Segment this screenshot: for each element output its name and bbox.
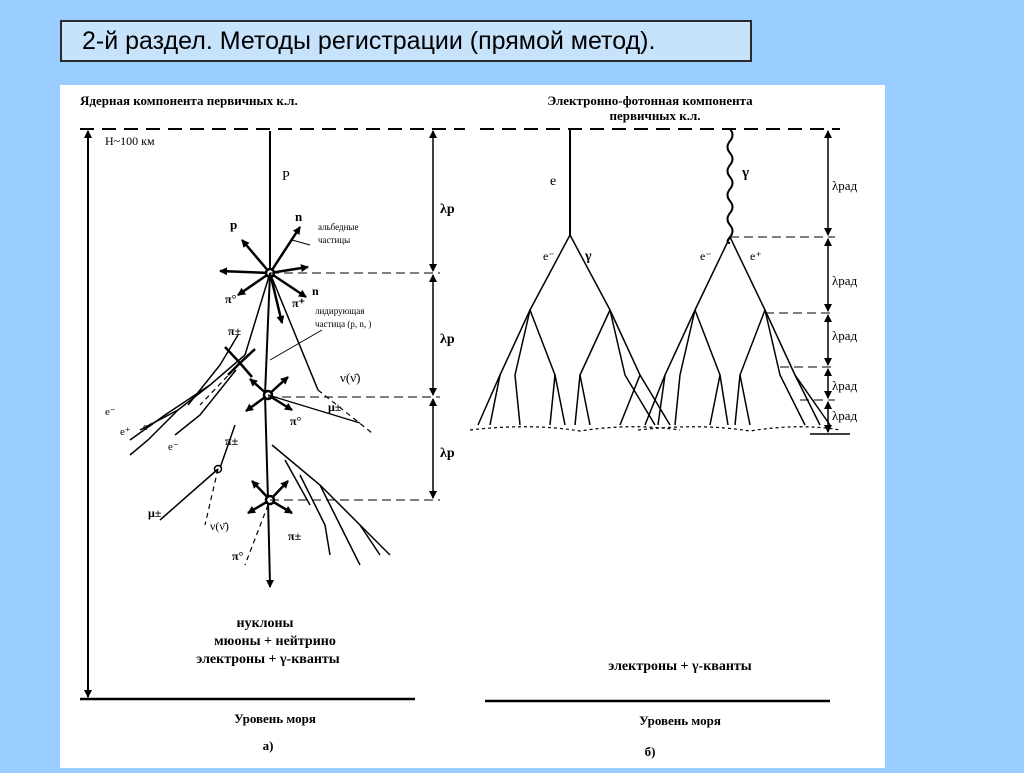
leading-label-1: лидирующая bbox=[315, 306, 364, 316]
e-plus-label-1: e⁺ bbox=[120, 426, 131, 438]
slide-title: 2-й раздел. Методы регистрации (прямой м… bbox=[60, 20, 752, 62]
lambda-p-label-1: λp bbox=[440, 202, 455, 217]
e-plus-label-2: e⁺ bbox=[143, 421, 154, 433]
neutrino-track-1 bbox=[317, 389, 373, 434]
albedo-p-label: p bbox=[230, 217, 237, 232]
panel-b-heading-1: Электронно-фотонная компонента bbox=[547, 93, 753, 108]
lambda-rad-label-1: λрад bbox=[832, 178, 858, 193]
leading-particle-track bbox=[263, 272, 271, 586]
product-nucleons: нуклоны bbox=[237, 616, 294, 631]
product-electrons: электроны + γ-кванты bbox=[196, 652, 340, 667]
pi0-label-2: π° bbox=[290, 414, 302, 428]
e-minus-label-1: e⁻ bbox=[105, 406, 116, 418]
neutrino-track-4 bbox=[244, 504, 269, 566]
lambda-rad-label-2: λрад bbox=[832, 273, 858, 288]
pion-track-3 bbox=[219, 424, 236, 469]
primary-photon-track bbox=[726, 128, 734, 244]
caption-a: а) bbox=[263, 738, 274, 753]
altitude-label: H~100 км bbox=[105, 134, 155, 148]
pion-track-2 bbox=[269, 272, 319, 391]
shower1-gamma-label: γ bbox=[584, 249, 592, 264]
em-shower-right bbox=[271, 444, 391, 566]
primary-gamma-label: γ bbox=[741, 165, 749, 181]
lambda-rad-label-3: λрад bbox=[832, 328, 858, 343]
shower1-e-label: e⁻ bbox=[543, 249, 555, 263]
pion-track-1 bbox=[244, 272, 271, 356]
caption-b: б) bbox=[645, 744, 656, 759]
muon-track-2 bbox=[159, 468, 219, 521]
pi-plus-label-1: π⁺ bbox=[292, 296, 305, 310]
pi0-label-1: π° bbox=[225, 292, 237, 306]
neutrino-track-2 bbox=[199, 362, 241, 406]
primary-label: P bbox=[282, 169, 290, 184]
panel-a: Ядерная компонента первичных к.л. H~100 … bbox=[80, 93, 465, 753]
product-muons: мюоны + нейтрино bbox=[214, 634, 336, 649]
lambda-p-label-2: λp bbox=[440, 332, 455, 347]
mu-pm-label-1: μ± bbox=[328, 400, 342, 414]
interaction-vertex-3 bbox=[247, 480, 293, 515]
e-minus-label-2: e⁻ bbox=[168, 441, 179, 453]
muon-track-1 bbox=[267, 394, 361, 424]
primary-e-label: e bbox=[550, 174, 556, 189]
cosmic-ray-diagram: Ядерная компонента первичных к.л. H~100 … bbox=[60, 85, 885, 768]
leading-label-2: частица (p, n, ) bbox=[315, 319, 371, 329]
sea-level-label-b: Уровень моря bbox=[639, 713, 721, 728]
interaction-vertex-1 bbox=[219, 226, 309, 324]
shower2-e-minus-label: e⁻ bbox=[700, 249, 712, 263]
panel-b-products: электроны + γ-кванты bbox=[608, 659, 752, 674]
lambda-rad-label-4: λрад bbox=[832, 378, 858, 393]
panel-a-heading: Ядерная компонента первичных к.л. bbox=[80, 93, 298, 108]
electron-shower bbox=[477, 234, 671, 426]
albedo-label-1: альбедные bbox=[318, 222, 358, 232]
lambda-rad-label-5: λрад bbox=[832, 408, 858, 423]
albedo-pointer bbox=[291, 239, 311, 246]
albedo-n-label: n bbox=[295, 209, 303, 224]
sea-level-label-a: Уровень моря bbox=[234, 711, 316, 726]
panel-b: Электронно-фотонная компонента первичных… bbox=[469, 93, 858, 759]
shower1-base bbox=[469, 426, 681, 432]
shower2-e-plus-label: e⁺ bbox=[750, 249, 762, 263]
leading-pointer bbox=[269, 329, 323, 361]
pi0-label-3: π° bbox=[232, 549, 244, 563]
pi-pm-label-3: π± bbox=[288, 529, 302, 543]
photon-shower bbox=[644, 236, 831, 426]
albedo-label-2: частицы bbox=[318, 235, 350, 245]
neutrino-label-2: ν(ν̄) bbox=[210, 519, 229, 533]
shower2-base bbox=[637, 426, 841, 432]
neutrino-track-3 bbox=[204, 468, 219, 526]
em-shower-left bbox=[129, 334, 246, 456]
panel-b-heading-2: первичных к.л. bbox=[609, 108, 700, 123]
mu-pm-label-2: μ± bbox=[148, 506, 162, 520]
pi-pm-label-1: π± bbox=[228, 324, 242, 338]
interaction-vertex-2 bbox=[224, 346, 293, 413]
neutrino-label-1: ν(ν̄) bbox=[340, 370, 360, 385]
vertex1-n-label: n bbox=[312, 284, 319, 298]
lambda-p-label-3: λp bbox=[440, 446, 455, 461]
